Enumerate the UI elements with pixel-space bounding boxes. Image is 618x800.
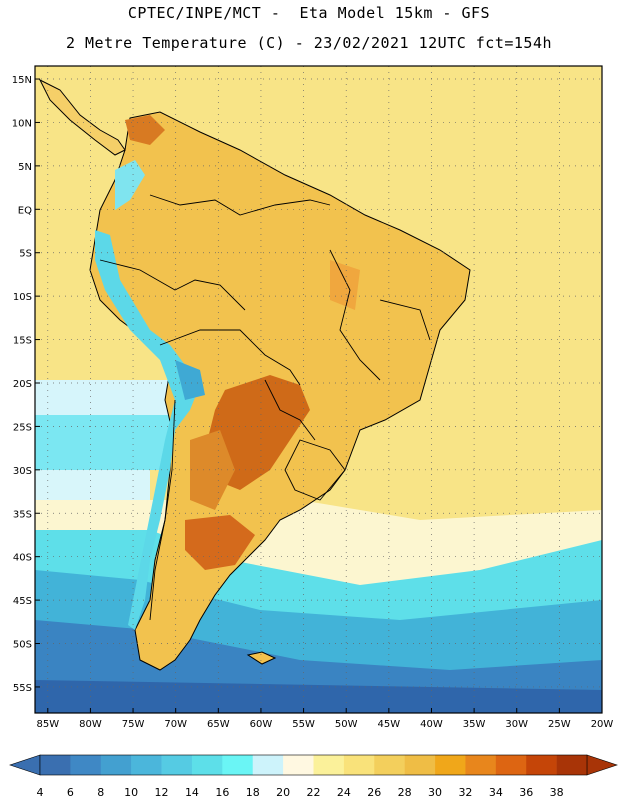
colorbar-label: 6 bbox=[67, 786, 74, 799]
colorbar-label: 4 bbox=[37, 786, 44, 799]
latitude-label: 15N bbox=[12, 75, 32, 86]
colorbar-label: 8 bbox=[97, 786, 104, 799]
colorbar-swatch bbox=[404, 755, 436, 775]
colorbar-swatch bbox=[526, 755, 557, 775]
longitude-label: 20W bbox=[591, 719, 614, 730]
colorbar-swatch bbox=[313, 755, 345, 775]
colorbar-swatch bbox=[283, 755, 314, 775]
map-field bbox=[35, 66, 602, 713]
colorbar-swatch bbox=[465, 755, 497, 775]
country-borders bbox=[99, 194, 431, 621]
colorbar-label: 30 bbox=[428, 786, 442, 799]
colorbar: 4 6 8 10 12 14 16 18 20 22 24 26 28 30 32 34 36 38 bbox=[9, 754, 618, 799]
colorbar-label: 36 bbox=[519, 786, 533, 799]
latitude-label: 20S bbox=[13, 379, 32, 390]
longitude-label: 40W bbox=[420, 719, 443, 730]
longitude-label: 70W bbox=[164, 719, 187, 730]
longitude-label: 60W bbox=[250, 719, 273, 730]
longitude-label: 30W bbox=[505, 719, 528, 730]
colorbar-border bbox=[39, 754, 588, 776]
chart-title-line2: 2 Metre Temperature (C) - 23/02/2021 12U… bbox=[65, 34, 553, 52]
border-bolivia bbox=[159, 329, 301, 386]
colorbar-label: 24 bbox=[337, 786, 351, 799]
border-brazil-states bbox=[329, 249, 381, 381]
colorbar-right-arrow bbox=[586, 754, 618, 776]
longitude-label: 50W bbox=[335, 719, 358, 730]
colorbar-label: 26 bbox=[367, 786, 381, 799]
axis-ticks: 15N 10N 5N EQ 5S 10S 15S 20S 25S 30S 35S 40S 45S 50S 5… bbox=[12, 75, 614, 730]
colorbar-swatch bbox=[222, 755, 254, 775]
warm-region-brazil bbox=[330, 260, 360, 310]
colorbar-label: 20 bbox=[276, 786, 290, 799]
latitude-label: 25S bbox=[13, 422, 32, 433]
colorbar-left-arrow bbox=[9, 754, 41, 776]
colorbar-swatch bbox=[435, 755, 466, 775]
latitude-label: 35S bbox=[13, 509, 32, 520]
colorbar-swatch bbox=[161, 755, 193, 775]
colorbar-label: 12 bbox=[155, 786, 169, 799]
colorbar-swatch bbox=[100, 755, 132, 775]
central-america-land bbox=[38, 78, 126, 156]
longitude-label: 35W bbox=[463, 719, 486, 730]
longitude-label: 65W bbox=[207, 719, 230, 730]
latitude-label: 50S bbox=[13, 640, 32, 651]
latitude-label: 5N bbox=[18, 162, 32, 173]
border-paraguay bbox=[264, 379, 316, 441]
hot-region-patagonia bbox=[185, 515, 255, 570]
colorbar-swatch bbox=[191, 755, 223, 775]
colorbar-label: 34 bbox=[489, 786, 503, 799]
latitude-label: 15S bbox=[13, 336, 32, 347]
border-peru-brazil bbox=[99, 259, 246, 311]
andes-north-cold bbox=[115, 160, 145, 210]
border-chile-argentina bbox=[149, 399, 176, 621]
latitude-label: 10N bbox=[12, 118, 32, 129]
latitude-label: 30S bbox=[13, 466, 32, 477]
border-uruguay bbox=[284, 439, 346, 501]
colorbar-swatch bbox=[343, 755, 375, 775]
colorbar-label: 22 bbox=[307, 786, 321, 799]
falkland-islands bbox=[246, 651, 277, 665]
colorbar-swatch bbox=[374, 755, 405, 775]
longitude-label: 75W bbox=[122, 719, 145, 730]
longitude-label: 55W bbox=[292, 719, 315, 730]
warm-region-chaco bbox=[190, 430, 235, 510]
colorbar-swatch bbox=[495, 755, 527, 775]
latitude-label: 40S bbox=[13, 553, 32, 564]
colorbar-swatch bbox=[556, 755, 588, 775]
andes-cold-strip bbox=[95, 230, 200, 630]
latitude-label: EQ bbox=[18, 205, 32, 216]
longitude-label: 45W bbox=[378, 719, 401, 730]
longitude-label: 25W bbox=[548, 719, 571, 730]
chart-title-line1: CPTEC/INPE/MCT - Eta Model 15km - GFS bbox=[127, 4, 491, 22]
longitude-label: 80W bbox=[79, 719, 102, 730]
border-north bbox=[149, 194, 331, 216]
latitude-label: 5S bbox=[19, 249, 32, 260]
colorbar-label: 14 bbox=[185, 786, 199, 799]
colorbar-swatch bbox=[252, 755, 284, 775]
longitude-label: 85W bbox=[36, 719, 59, 730]
colorbar-swatch bbox=[40, 755, 71, 775]
colorbar-label: 10 bbox=[124, 786, 138, 799]
colorbar-swatch bbox=[70, 755, 102, 775]
colorbar-swatch bbox=[131, 755, 162, 775]
map-frame bbox=[34, 65, 603, 714]
colorbar-label: 32 bbox=[458, 786, 472, 799]
latitude-label: 10S bbox=[13, 292, 32, 303]
colorbar-label: 28 bbox=[398, 786, 412, 799]
cold-band-4 bbox=[35, 680, 602, 713]
colorbar-label: 18 bbox=[246, 786, 260, 799]
colorbar-label: 16 bbox=[215, 786, 229, 799]
border-brazil-states-2 bbox=[379, 299, 431, 341]
altiplano-cold bbox=[175, 360, 205, 400]
latitude-label: 45S bbox=[13, 596, 32, 607]
colorbar-label: 38 bbox=[550, 786, 564, 799]
cool-band-2 bbox=[35, 415, 170, 470]
latitude-label: 55S bbox=[13, 683, 32, 694]
